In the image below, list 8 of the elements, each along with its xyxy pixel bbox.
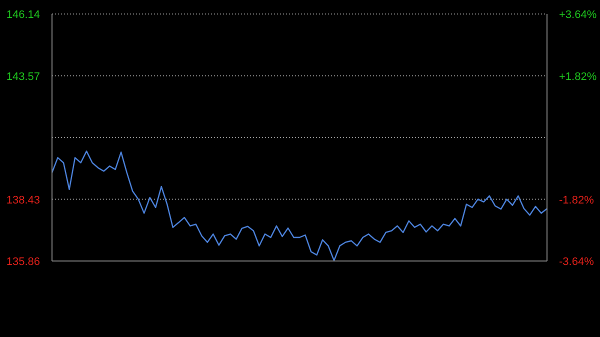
y-tick-label: 143.57 xyxy=(6,70,40,83)
y-tick-label: 135.86 xyxy=(6,256,40,268)
y-tick-label: 138.43 xyxy=(6,194,40,206)
y2-tick-label: -3.64% xyxy=(559,256,594,268)
y2-tick-label: +3.64% xyxy=(559,9,597,21)
y2-tick-label: -1.82% xyxy=(559,194,594,206)
y-tick-label: 146.14 xyxy=(6,9,40,21)
y2-tick-label: +1.82% xyxy=(559,70,597,83)
